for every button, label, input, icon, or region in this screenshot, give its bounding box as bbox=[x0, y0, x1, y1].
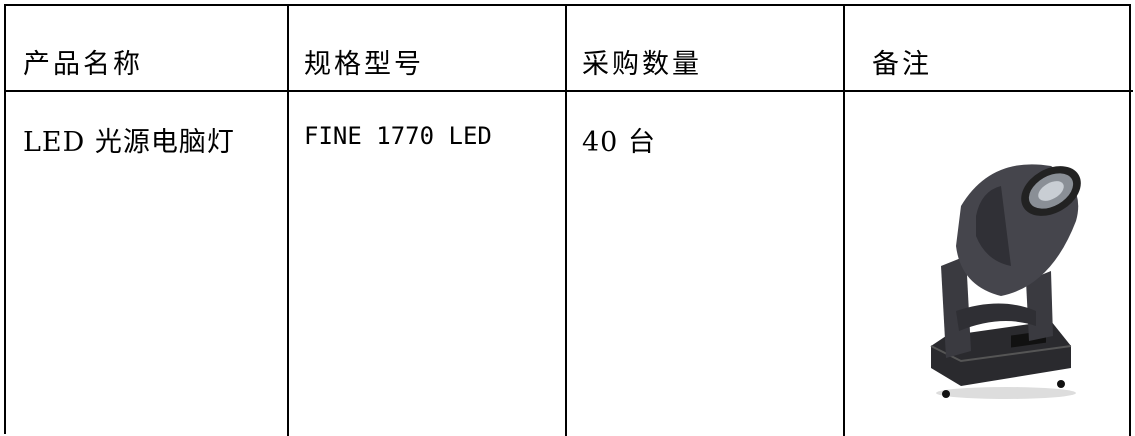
column-line bbox=[1129, 6, 1131, 436]
body-cell: LED 光源电脑灯 bbox=[23, 127, 235, 158]
header-cell: 备注 bbox=[872, 49, 932, 80]
header-cell: 产品名称 bbox=[23, 49, 143, 80]
product-image bbox=[930, 164, 1081, 399]
table: 产品名称 规格型号 采购数量 备注 LED 光源电脑灯 FINE 1770 LE… bbox=[4, 4, 1133, 436]
column-line bbox=[565, 6, 567, 436]
body-cell: 40 台 bbox=[582, 127, 656, 158]
row-line bbox=[6, 90, 1133, 92]
column-line bbox=[287, 6, 289, 436]
column-line bbox=[843, 6, 845, 436]
header-cell: 规格型号 bbox=[304, 49, 424, 80]
body-cell: FINE 1770 LED bbox=[304, 122, 492, 150]
header-cell: 采购数量 bbox=[582, 49, 702, 80]
